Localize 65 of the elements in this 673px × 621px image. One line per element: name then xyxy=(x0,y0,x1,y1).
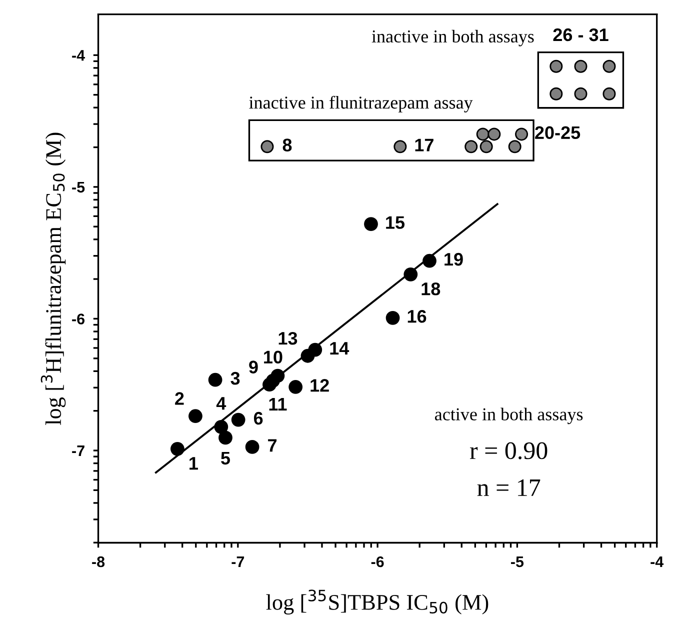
x-tick-label: -4 xyxy=(650,556,664,568)
point xyxy=(170,442,184,456)
point xyxy=(464,140,478,154)
point xyxy=(602,87,616,100)
annotation: 17 xyxy=(415,138,434,152)
annotation: 13 xyxy=(278,332,298,345)
annotation: 14 xyxy=(330,342,350,354)
point xyxy=(480,140,493,154)
point xyxy=(231,412,246,427)
point xyxy=(188,409,202,424)
point xyxy=(508,140,522,154)
annotation: 5 xyxy=(221,452,230,465)
annotation: 6 xyxy=(254,412,263,425)
point xyxy=(404,267,418,282)
annotation: 3 xyxy=(230,372,240,385)
point xyxy=(602,60,616,73)
point xyxy=(260,140,274,154)
annotation: 19 xyxy=(444,252,463,266)
y-tick-label: -7 xyxy=(72,446,84,456)
point xyxy=(488,128,501,141)
annotation: inactive in flunitrazepam assay xyxy=(249,96,473,112)
x-tick-label: -7 xyxy=(232,556,244,568)
annotation: 11 xyxy=(269,398,287,410)
annotation: 4 xyxy=(216,397,226,410)
y-tick-label: -4 xyxy=(72,50,85,61)
annotation: 9 xyxy=(249,360,258,374)
point xyxy=(386,310,400,325)
x-tick-label: -6 xyxy=(371,556,384,568)
point xyxy=(288,380,303,394)
annotation: 2 xyxy=(175,392,184,405)
annotation: 26 - 31 xyxy=(553,28,608,42)
annotation: 1 xyxy=(190,457,198,470)
point xyxy=(574,60,588,73)
x-tick-label: -8 xyxy=(92,556,105,568)
annotation: 7 xyxy=(268,439,277,452)
y-tick-label: -5 xyxy=(72,182,85,193)
point xyxy=(270,368,285,383)
point xyxy=(574,87,588,100)
point xyxy=(394,140,407,154)
y-axis-title: log [$^{3}$H]flunitrazepam EC$_{50}$ (M) xyxy=(40,132,66,425)
point xyxy=(550,60,563,73)
point xyxy=(214,420,228,434)
point xyxy=(208,372,222,387)
annotation: n = 17 xyxy=(477,479,540,496)
annotation: 12 xyxy=(310,379,329,392)
annotation: 15 xyxy=(386,216,405,229)
point xyxy=(422,254,436,268)
annotation: 16 xyxy=(408,310,426,323)
x-axis-title: log [$^{35}$S]TBPS IC$_{50}$ (M) xyxy=(266,590,488,614)
annotation: 18 xyxy=(422,282,440,296)
annotation: active in both assays xyxy=(434,408,583,424)
point xyxy=(308,342,322,357)
annotation: 8 xyxy=(282,138,292,152)
annotation: inactive in both assays xyxy=(372,30,534,46)
point xyxy=(515,128,528,141)
annotation: 20-25 xyxy=(535,126,580,140)
y-tick-label: -6 xyxy=(72,314,85,324)
point xyxy=(245,440,260,454)
annotation: 10 xyxy=(264,350,282,364)
x-tick-label: -5 xyxy=(511,556,524,568)
point xyxy=(218,430,232,445)
point xyxy=(476,128,490,141)
annotation: r = 0.90 xyxy=(470,442,548,460)
point xyxy=(364,217,378,232)
point xyxy=(550,87,563,100)
